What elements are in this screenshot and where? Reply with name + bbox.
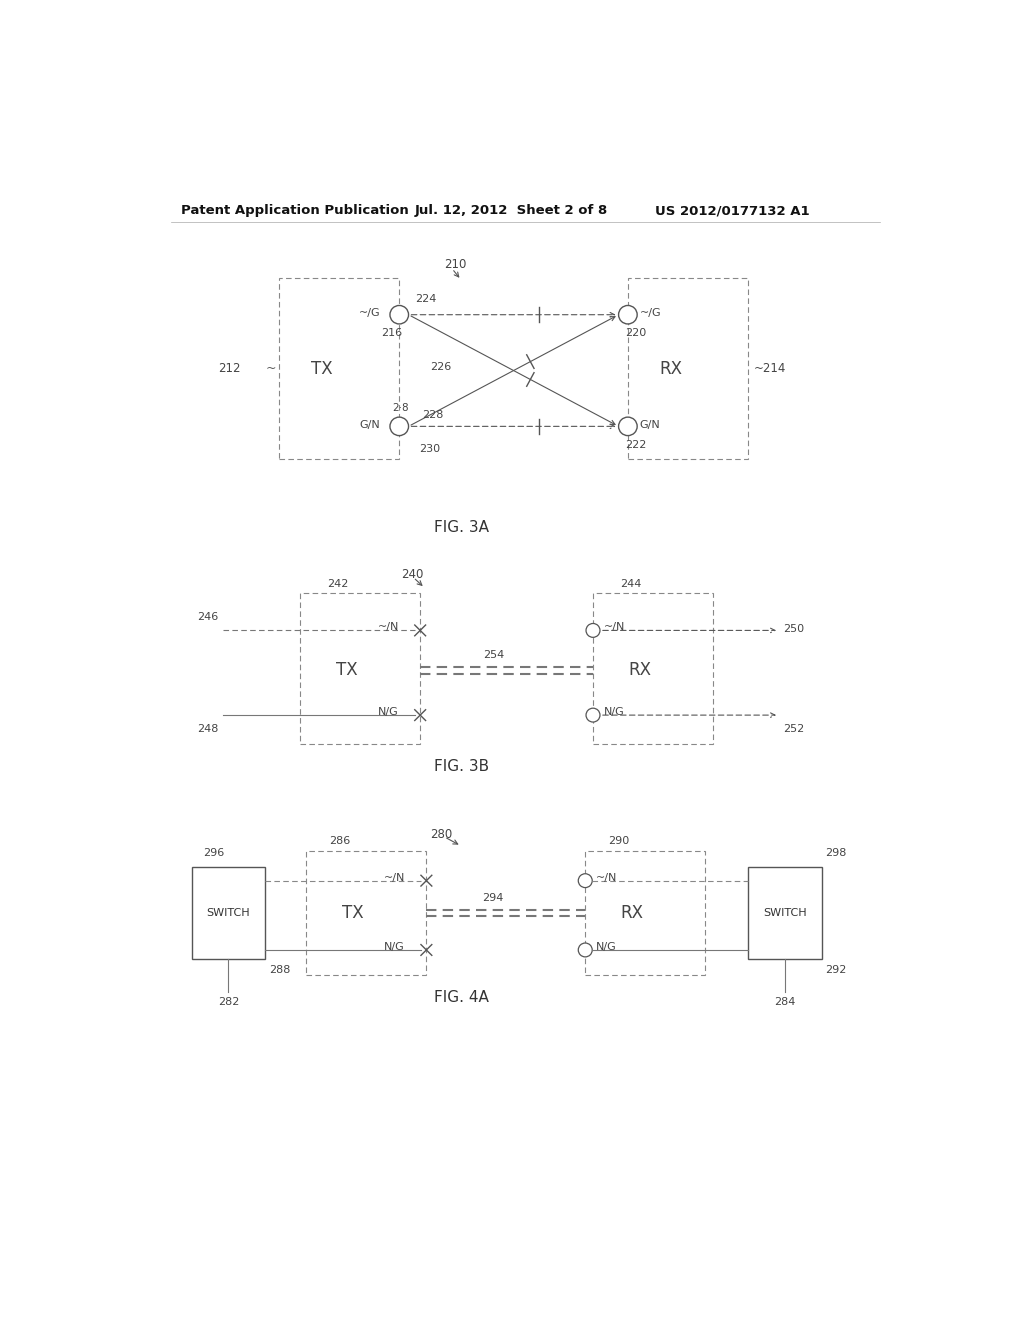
- Circle shape: [390, 417, 409, 436]
- Text: Jul. 12, 2012  Sheet 2 of 8: Jul. 12, 2012 Sheet 2 of 8: [415, 205, 608, 218]
- Text: SWITCH: SWITCH: [763, 908, 807, 917]
- Text: 290: 290: [608, 837, 630, 846]
- Text: 226: 226: [430, 362, 452, 372]
- Text: 210: 210: [444, 259, 467, 271]
- Text: ~/G: ~/G: [640, 308, 662, 318]
- Text: N/G: N/G: [596, 942, 616, 952]
- Text: ~/N: ~/N: [604, 622, 626, 632]
- Circle shape: [579, 874, 592, 887]
- Text: FIG. 3B: FIG. 3B: [434, 759, 488, 775]
- Text: 294: 294: [482, 892, 504, 903]
- Bar: [748, 867, 821, 960]
- Text: ~/N: ~/N: [384, 873, 406, 883]
- Text: 296: 296: [203, 847, 224, 858]
- Text: 284: 284: [774, 998, 796, 1007]
- Text: 228: 228: [423, 409, 443, 420]
- Bar: [306, 851, 426, 974]
- Text: 212: 212: [218, 362, 241, 375]
- Circle shape: [390, 305, 409, 323]
- Text: 220: 220: [625, 329, 646, 338]
- Text: RX: RX: [628, 661, 651, 680]
- Text: ~: ~: [265, 362, 275, 375]
- Text: TX: TX: [342, 904, 364, 921]
- Text: 240: 240: [401, 568, 424, 581]
- Text: US 2012/0177132 A1: US 2012/0177132 A1: [655, 205, 810, 218]
- Text: N/G: N/G: [378, 708, 398, 717]
- Text: 242: 242: [328, 579, 348, 589]
- Text: 244: 244: [621, 579, 641, 589]
- Text: RX: RX: [621, 904, 643, 921]
- Text: FIG. 3A: FIG. 3A: [434, 520, 488, 536]
- Text: 254: 254: [483, 649, 505, 660]
- Text: TX: TX: [311, 359, 333, 378]
- Text: ~/N: ~/N: [596, 873, 617, 883]
- Text: 288: 288: [269, 965, 291, 975]
- Text: 2·8: 2·8: [392, 403, 410, 413]
- Circle shape: [586, 709, 600, 722]
- Text: N/G: N/G: [604, 708, 625, 717]
- Text: 286: 286: [330, 837, 351, 846]
- Bar: [593, 594, 713, 743]
- Text: 246: 246: [198, 611, 219, 622]
- Text: 222: 222: [625, 440, 646, 450]
- Text: G/N: G/N: [640, 420, 660, 430]
- Text: 224: 224: [415, 294, 436, 305]
- Text: 282: 282: [218, 998, 239, 1007]
- Circle shape: [618, 305, 637, 323]
- Text: FIG. 4A: FIG. 4A: [434, 990, 488, 1006]
- Text: 252: 252: [783, 723, 804, 734]
- Text: 250: 250: [783, 624, 804, 634]
- Text: ~/N: ~/N: [378, 622, 399, 632]
- Circle shape: [586, 623, 600, 638]
- Bar: [300, 594, 420, 743]
- Text: ~214: ~214: [755, 362, 786, 375]
- Circle shape: [618, 417, 637, 436]
- Text: 248: 248: [198, 723, 219, 734]
- Text: 216: 216: [381, 329, 402, 338]
- Text: TX: TX: [336, 661, 357, 680]
- Text: 280: 280: [430, 828, 453, 841]
- Text: ~/G: ~/G: [359, 308, 381, 318]
- Bar: [586, 851, 706, 974]
- Text: 298: 298: [825, 847, 847, 858]
- Bar: [628, 277, 748, 459]
- Bar: [280, 277, 399, 459]
- Text: SWITCH: SWITCH: [207, 908, 250, 917]
- Text: 230: 230: [419, 445, 439, 454]
- Bar: [191, 867, 265, 960]
- Text: Patent Application Publication: Patent Application Publication: [180, 205, 409, 218]
- Circle shape: [579, 942, 592, 957]
- Text: RX: RX: [659, 359, 682, 378]
- Text: N/G: N/G: [384, 942, 404, 952]
- Text: 292: 292: [825, 965, 847, 975]
- Text: G/N: G/N: [359, 420, 380, 430]
